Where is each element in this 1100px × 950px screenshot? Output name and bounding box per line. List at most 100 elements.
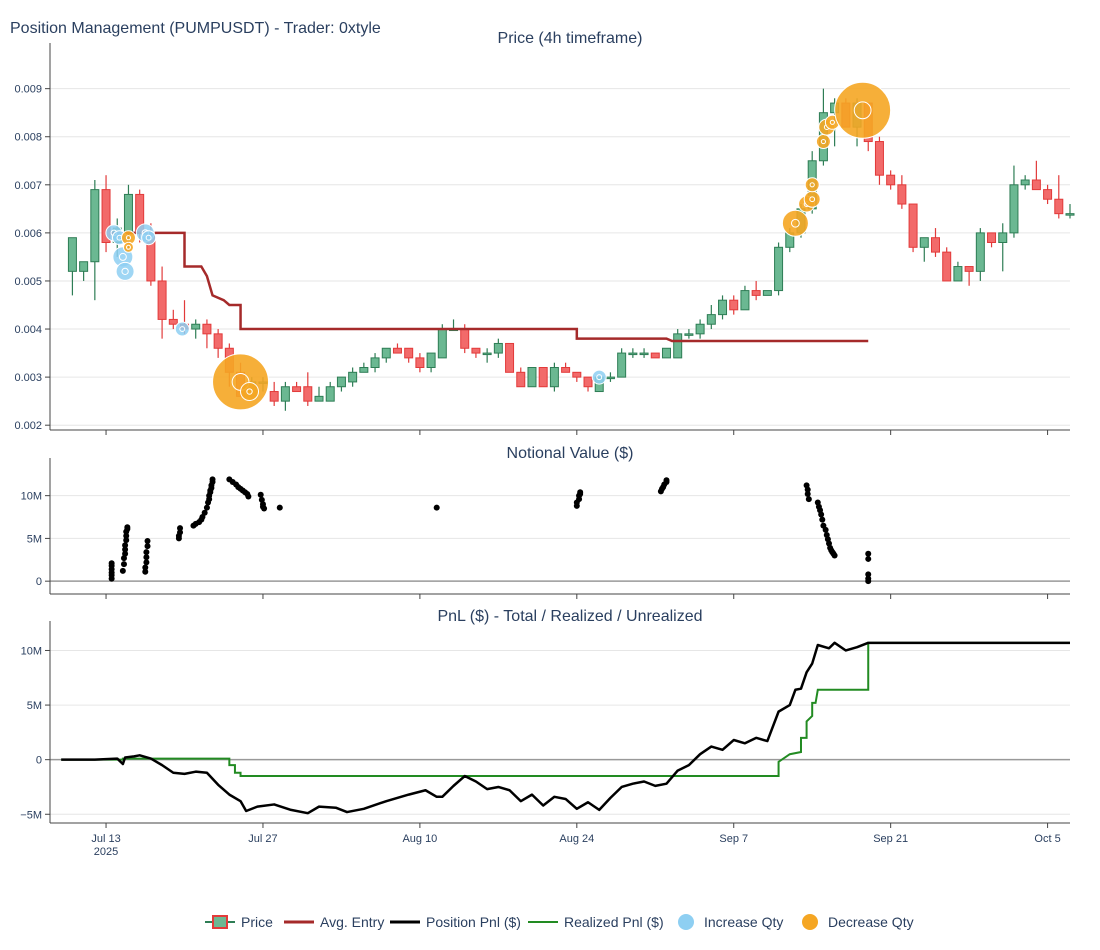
legend-item-decrease[interactable]: Decrease Qty: [800, 910, 914, 934]
candle-body: [505, 342, 515, 373]
y-tick-label: 10M: [21, 491, 42, 503]
candle-body: [123, 193, 133, 234]
candle-body: [930, 237, 940, 253]
legend-label-position-pnl: Position Pnl ($): [426, 914, 521, 930]
candle-body: [583, 376, 593, 388]
legend-item-increase[interactable]: Increase Qty: [676, 910, 783, 934]
candle-down: [269, 381, 279, 406]
candle-down: [897, 175, 907, 209]
candle-up: [79, 261, 89, 281]
legend-item-price[interactable]: Price: [205, 910, 273, 934]
notional-point: [123, 532, 130, 539]
candle-body: [359, 367, 369, 373]
notional-point: [209, 476, 216, 483]
candle-body: [493, 342, 503, 354]
decrease-marker: [212, 353, 270, 411]
notional-point: [142, 568, 149, 575]
candle-down: [404, 347, 414, 363]
candle-up: [482, 348, 492, 363]
decrease-marker-inner: [809, 182, 815, 188]
increase-marker-inner: [121, 267, 129, 275]
candle-down: [168, 309, 178, 330]
y-tick-label: 0.008: [14, 132, 42, 144]
candle-body: [314, 395, 324, 402]
candle-body: [404, 347, 414, 359]
decrease-marker: [122, 241, 134, 253]
decrease-marker: [804, 177, 820, 193]
candle-body: [628, 352, 638, 356]
candle-body: [538, 367, 548, 388]
legend-item-realized-pnl[interactable]: Realized Pnl ($): [528, 910, 664, 934]
candle-body: [426, 352, 436, 369]
candle-down: [908, 203, 918, 253]
candle-up: [1009, 165, 1019, 238]
candle-up: [1020, 175, 1030, 190]
notional-point: [433, 504, 440, 511]
y-tick-label: 0.003: [14, 372, 42, 384]
panel-title: Notional Value ($): [507, 445, 634, 462]
y-tick-label: 0.007: [14, 180, 42, 192]
y-tick-label: 5M: [27, 533, 42, 545]
legend-label-price: Price: [241, 914, 273, 930]
notional-point: [144, 543, 151, 550]
decrease-marker-inner: [809, 196, 816, 203]
x-tick-label: Jul 27: [248, 833, 277, 845]
candle-body: [1054, 198, 1064, 215]
candle-body: [639, 352, 649, 356]
candle-body: [673, 333, 683, 359]
legend-item-position-pnl[interactable]: Position Pnl ($): [390, 910, 521, 934]
candle-body: [460, 328, 470, 349]
notional-point: [804, 486, 811, 493]
price-panel: Price (4h timeframe) 0.002 0.003 0.004 0.005…: [14, 30, 1075, 435]
increase-marker: [141, 230, 157, 246]
candle-body: [1065, 213, 1075, 216]
candle-body: [303, 386, 313, 402]
candle-down: [729, 295, 739, 315]
candle-down: [964, 266, 974, 286]
notional-point: [577, 489, 584, 496]
candle-body: [101, 189, 111, 244]
candle-body: [370, 357, 380, 368]
y-tick-label: 0.005: [14, 276, 42, 288]
notional-point: [122, 542, 129, 549]
candle-body: [325, 386, 335, 402]
candle-up: [706, 305, 716, 330]
candle-body: [202, 323, 212, 335]
candle-down: [392, 343, 402, 354]
decrease-marker: [240, 382, 260, 402]
notional-point: [257, 491, 264, 498]
decrease-marker-inner: [790, 218, 800, 228]
candle-down: [157, 266, 167, 339]
notional-point: [142, 564, 149, 571]
candle-body: [684, 333, 694, 336]
candle-up: [426, 352, 436, 373]
notional-point: [203, 504, 210, 511]
candle-body: [774, 246, 784, 292]
candle-up: [549, 362, 559, 392]
y-tick-label: 0: [36, 755, 42, 767]
candle-body: [561, 367, 571, 373]
legend-item-avg-entry[interactable]: Avg. Entry: [284, 910, 384, 934]
candle-up: [191, 319, 201, 339]
candle-body: [572, 371, 582, 378]
candle-down: [505, 342, 515, 373]
notional-point: [865, 578, 872, 585]
candle-down: [1043, 184, 1053, 205]
candle-body: [280, 386, 290, 402]
avg-entry-line: [111, 231, 869, 343]
decrease-marker: [803, 190, 821, 208]
candle-body: [987, 232, 997, 243]
candle-body: [695, 323, 705, 335]
candle-up: [919, 237, 929, 262]
decrease-marker-inner: [853, 101, 872, 120]
candle-up: [336, 376, 346, 392]
notional-point: [144, 537, 151, 544]
y-tick-label: 0: [36, 576, 42, 588]
legend-label-avg-entry: Avg. Entry: [320, 914, 385, 930]
candle-body: [729, 299, 739, 311]
decrease-marker-inner: [125, 244, 131, 250]
candle-body: [157, 280, 167, 320]
candle-down: [415, 353, 425, 373]
notional-point: [805, 496, 812, 503]
decrease-marker-inner: [820, 138, 827, 145]
